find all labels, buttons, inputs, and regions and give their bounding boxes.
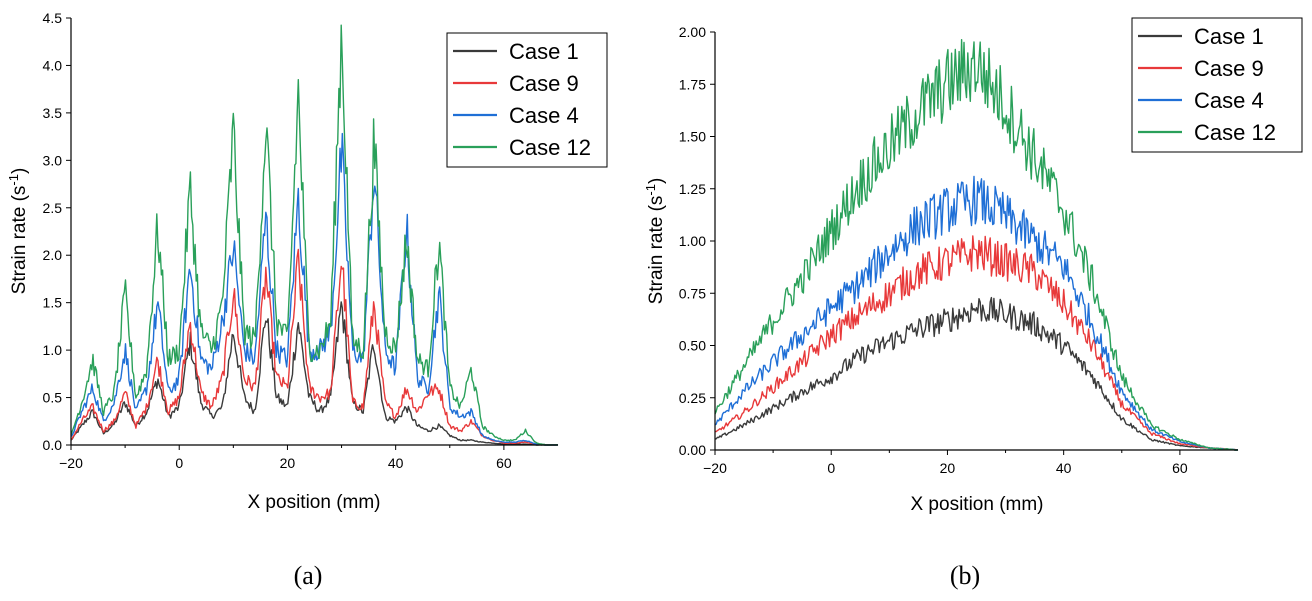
- y-tick-label: 1.50: [679, 129, 706, 145]
- panel-caption: (a): [294, 561, 323, 590]
- y-tick-label: 4.5: [43, 10, 63, 26]
- y-tick-label: 1.5: [43, 295, 63, 311]
- legend-label: Case 9: [1194, 56, 1264, 81]
- legend: Case 1 Case 9 Case 4 Case 12: [446, 32, 608, 168]
- y-axis-label-close: ): [646, 178, 667, 184]
- series-line-case-9: [70, 248, 559, 446]
- y-tick-label: 0.0: [43, 437, 63, 453]
- y-tick-label: 3.5: [43, 105, 63, 121]
- y-tick-label: 0.25: [679, 390, 706, 406]
- y-tick-label: 1.25: [679, 181, 706, 197]
- y-tick-label: 0.50: [679, 338, 706, 354]
- x-tick-label: 60: [1172, 460, 1188, 476]
- y-tick-label: 2.0: [43, 247, 63, 263]
- legend-label: Case 12: [509, 135, 591, 160]
- legend-label: Case 1: [509, 39, 579, 64]
- y-tick-label: 1.75: [679, 76, 706, 92]
- x-axis-label: X position (mm): [910, 494, 1043, 515]
- y-axis-label-superscript: -1: [6, 174, 21, 186]
- x-tick-label: −20: [59, 455, 83, 471]
- series-line-case-4: [714, 175, 1239, 451]
- x-tick-label: 40: [1056, 460, 1072, 476]
- x-axis-label: X position (mm): [247, 492, 380, 513]
- legend-label: Case 4: [1194, 88, 1264, 113]
- x-tick-label: 20: [280, 455, 296, 471]
- series-line-case-12: [70, 24, 559, 446]
- y-axis-label-superscript: -1: [643, 184, 658, 196]
- series-line-case-9: [714, 235, 1239, 451]
- x-tick-label: 40: [388, 455, 404, 471]
- y-tick-label: 1.0: [43, 342, 63, 358]
- y-axis-label-main: Strain rate (s: [9, 186, 30, 295]
- series-line-case-4: [70, 132, 559, 446]
- y-tick-label: 4.0: [43, 57, 63, 73]
- y-tick-label: 0.5: [43, 390, 63, 406]
- legend-label: Case 12: [1194, 120, 1276, 145]
- legend: Case 1 Case 9 Case 4 Case 12: [1131, 17, 1303, 153]
- x-tick-label: −20: [703, 460, 727, 476]
- series-line-case-12: [714, 39, 1238, 451]
- y-axis-label-main: Strain rate (s: [646, 196, 667, 305]
- y-tick-label: 0.75: [679, 285, 706, 301]
- x-tick-label: 60: [496, 455, 512, 471]
- series-line-case-1: [714, 296, 1239, 451]
- x-tick-label: 0: [827, 460, 835, 476]
- y-tick-label: 3.0: [43, 152, 63, 168]
- chart-panel-b: −20 0 20 40 60 0.00 0.25 0.50 0.75 1.00 1.25 1.50 1.…: [643, 17, 1303, 590]
- y-axis-label: Strain rate (s-1): [6, 168, 30, 295]
- legend-box: [446, 32, 608, 168]
- y-axis-label-close: ): [9, 168, 30, 174]
- legend-label: Case 1: [1194, 24, 1264, 49]
- legend-box: [1131, 17, 1303, 153]
- chart-panel-a: −20 0 20 40 60 0.0 0.5 1.0 1.5 2.0 2.5 3.0 3.5 4.0 4.5…: [6, 10, 608, 590]
- series-line-case-1: [70, 301, 559, 446]
- y-tick-label: 2.00: [679, 24, 706, 40]
- panel-caption: (b): [950, 561, 980, 590]
- legend-label: Case 9: [509, 71, 579, 96]
- y-tick-label: 1.00: [679, 233, 706, 249]
- y-tick-label: 2.5: [43, 200, 63, 216]
- y-axis-label: Strain rate (s-1): [643, 178, 667, 305]
- legend-label: Case 4: [509, 103, 579, 128]
- y-tick-label: 0.00: [679, 442, 706, 458]
- x-tick-label: 20: [940, 460, 956, 476]
- x-tick-label: 0: [175, 455, 183, 471]
